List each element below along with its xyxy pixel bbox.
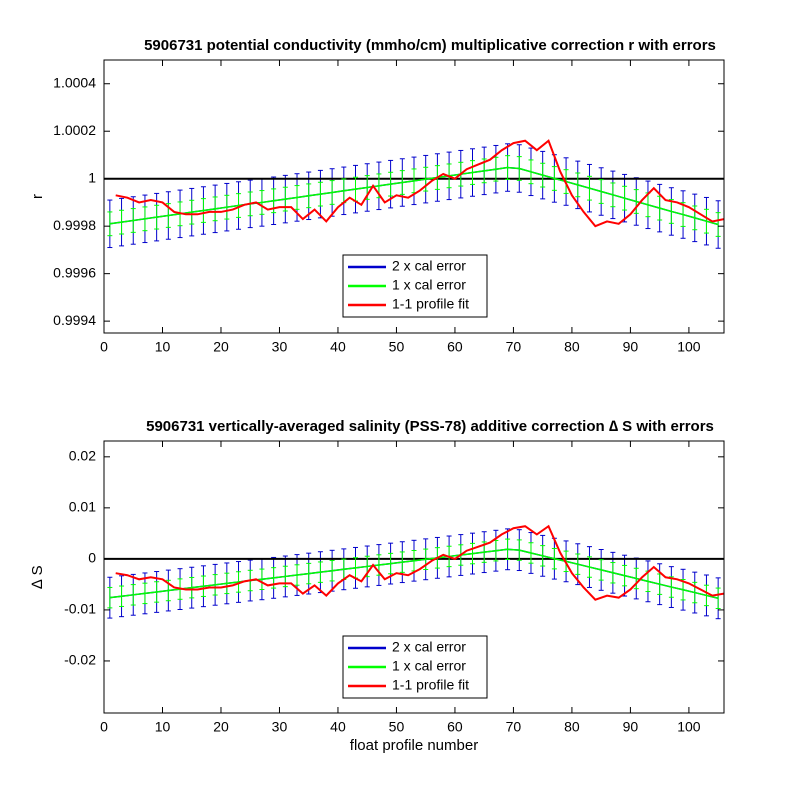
x-tick-label: 60 <box>447 719 463 735</box>
axes-box <box>103 440 725 714</box>
x-tick-label: 90 <box>623 719 639 735</box>
x-tick-label: 30 <box>272 719 288 735</box>
y-tick-label: 1.0004 <box>53 74 96 90</box>
y-tick-label: -0.02 <box>64 652 96 668</box>
x-tick-label: 60 <box>447 339 463 355</box>
x-tick-label: 30 <box>272 339 288 355</box>
y-tick-label: 0.02 <box>69 448 96 464</box>
series-line <box>115 139 724 228</box>
y-tick-label: 0.01 <box>69 499 96 515</box>
chart-title: 5906731 vertically-averaged salinity (PS… <box>146 418 714 435</box>
legend-label: 1 x cal error <box>392 277 466 293</box>
y-tick-label: 0.9994 <box>53 312 96 328</box>
legend-label: 1-1 profile fit <box>392 296 469 312</box>
axes-box <box>103 59 725 334</box>
series-line <box>109 166 719 226</box>
legend-label: 1 x cal error <box>392 658 466 674</box>
subplot: 2 x cal error 1 x cal error 1-1 profile fi… <box>29 418 725 754</box>
x-tick-label: 50 <box>389 719 405 735</box>
x-tick-label: 90 <box>623 339 639 355</box>
y-tick-label: 0.9996 <box>53 264 96 280</box>
legend-label: 2 x cal error <box>392 258 466 274</box>
chart-title: 5906731 potential conductivity (mmho/cm)… <box>144 37 716 54</box>
y-tick-label: -0.01 <box>64 601 96 617</box>
y-tick-label: 1.0002 <box>53 122 96 138</box>
y-tick-label: 0.9998 <box>53 217 96 233</box>
x-tick-label: 0 <box>100 719 108 735</box>
series-line <box>115 524 724 601</box>
y-axis-label: ∆ S <box>29 565 46 588</box>
series-line <box>109 548 719 600</box>
x-tick-label: 80 <box>564 339 580 355</box>
x-tick-label: 50 <box>389 339 405 355</box>
x-tick-label: 40 <box>330 339 346 355</box>
y-tick-label: 1 <box>88 169 96 185</box>
y-axis-label: r <box>29 194 46 199</box>
x-tick-label: 70 <box>506 339 522 355</box>
y-tick-label: 0 <box>88 550 96 566</box>
x-tick-label: 20 <box>213 719 229 735</box>
legend-label: 2 x cal error <box>392 639 466 655</box>
x-tick-label: 40 <box>330 719 346 735</box>
x-tick-label: 70 <box>506 719 522 735</box>
legend-label: 1-1 profile fit <box>392 677 469 693</box>
x-tick-label: 100 <box>677 719 701 735</box>
plot-area <box>104 139 724 249</box>
x-tick-label: 80 <box>564 719 580 735</box>
subplot: 2 x cal error 1 x cal error 1-1 profile fi… <box>29 37 725 355</box>
x-tick-label: 100 <box>677 339 701 355</box>
x-tick-label: 20 <box>213 339 229 355</box>
x-axis-label: float profile number <box>350 737 478 754</box>
x-tick-label: 10 <box>155 339 171 355</box>
x-tick-label: 0 <box>100 339 108 355</box>
plot-area <box>104 524 724 620</box>
x-tick-label: 10 <box>155 719 171 735</box>
